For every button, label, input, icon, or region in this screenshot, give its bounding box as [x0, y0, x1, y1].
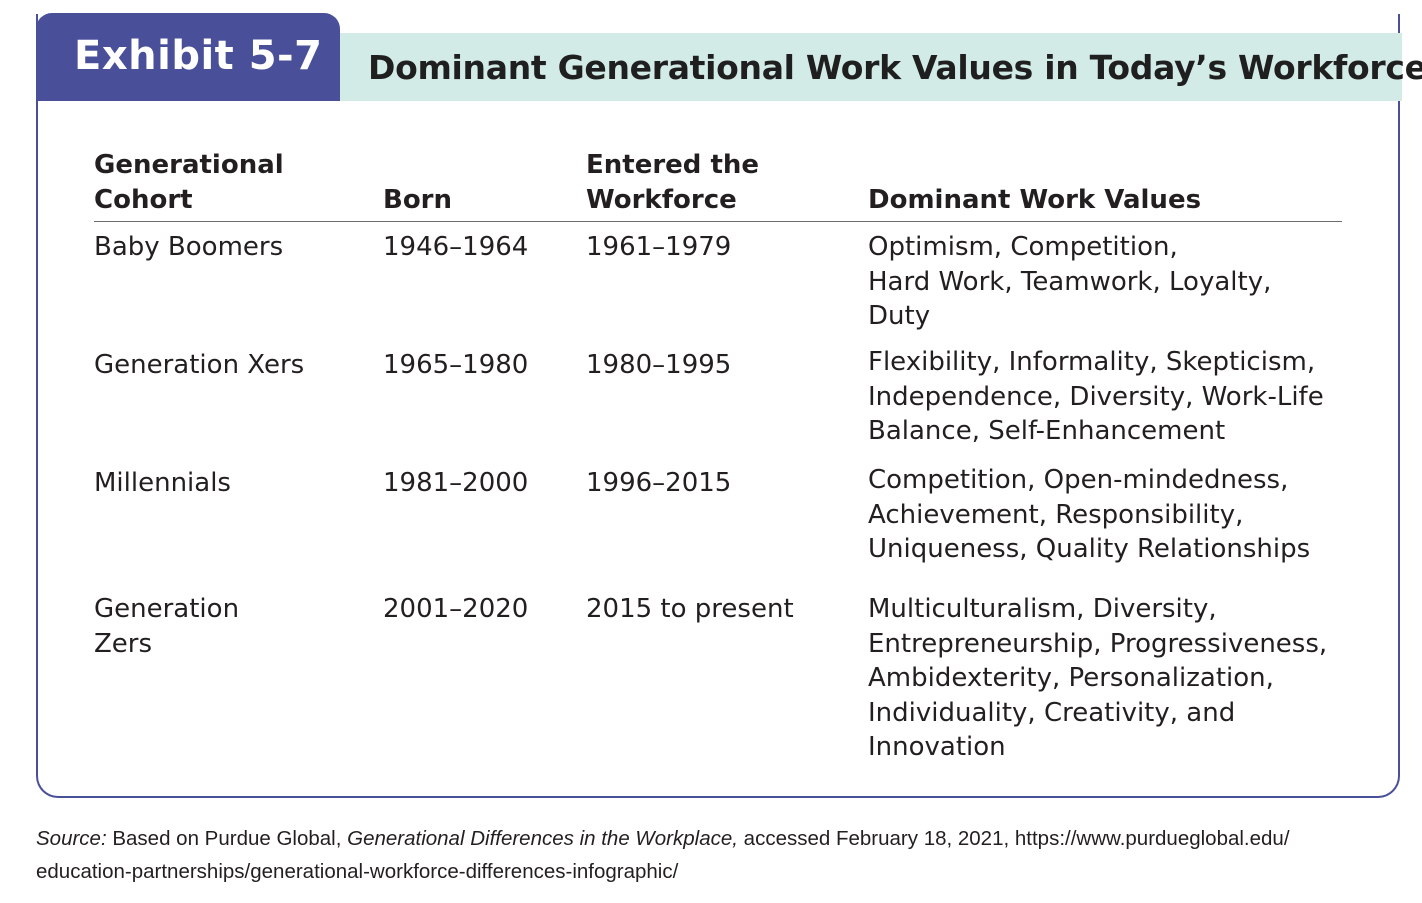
source-work-title: Generational Differences in the Workplac… [347, 827, 738, 850]
cell-values: Flexibility, Informality, Skepticism, In… [868, 347, 1324, 446]
cell-entered: 2015 to present [586, 594, 794, 624]
header-cohort: Generational Cohort [94, 150, 284, 215]
cell-born: 1965–1980 [383, 350, 529, 380]
header-values: Dominant Work Values [868, 184, 1202, 215]
cell-values: Competition, Open-mindedness, Achievemen… [868, 465, 1311, 564]
cell-entered: 1980–1995 [586, 350, 732, 380]
header-born: Born [383, 184, 453, 215]
cell-cohort: Generation Zers [94, 594, 240, 659]
exhibit-label: Exhibit 5-7 [74, 33, 323, 79]
source-text-before: Based on Purdue Global, [106, 827, 348, 850]
cell-born: 1946–1964 [383, 232, 529, 262]
cell-cohort: Baby Boomers [94, 232, 284, 262]
cell-values: Multiculturalism, Diversity, Entrepreneu… [868, 594, 1328, 762]
exhibit-frame [36, 14, 1400, 798]
exhibit-title-band: Dominant Generational Work Values in Tod… [340, 33, 1422, 101]
source-text-after: accessed February 18, 2021, https://www.… [737, 827, 1290, 850]
exhibit-label-tab: Exhibit 5-7 [36, 13, 340, 101]
cell-born: 2001–2020 [383, 594, 529, 624]
cell-entered: 1961–1979 [586, 232, 732, 262]
header-rule [94, 221, 1342, 222]
cell-cohort: Millennials [94, 468, 231, 498]
exhibit-title: Dominant Generational Work Values in Tod… [368, 47, 1422, 87]
source-note: Source: Based on Purdue Global, Generati… [36, 822, 1406, 888]
cell-cohort: Generation Xers [94, 350, 305, 380]
header-entered: Entered the Workforce [586, 150, 760, 215]
cell-entered: 1996–2015 [586, 468, 732, 498]
cell-born: 1981–2000 [383, 468, 529, 498]
cell-values: Optimism, Competition, Hard Work, Teamwo… [868, 232, 1272, 331]
source-label: Source: [36, 827, 107, 850]
source-url-line: education-partnerships/generational-work… [36, 860, 679, 883]
